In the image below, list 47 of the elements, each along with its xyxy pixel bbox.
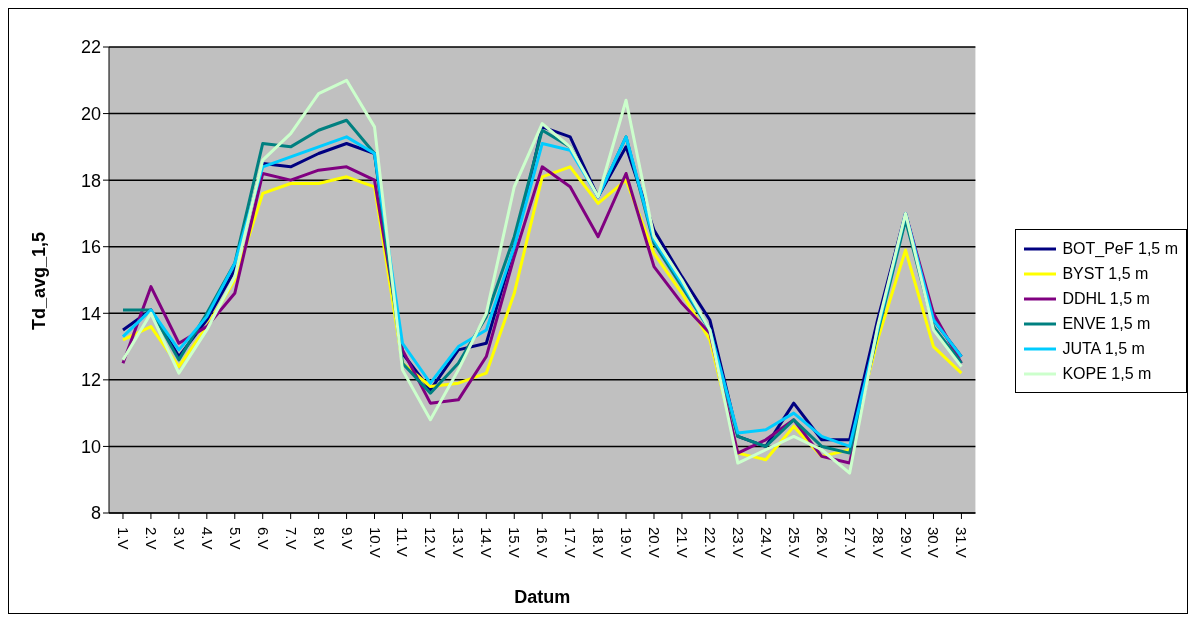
x-tick-label: 21.V	[673, 527, 691, 558]
x-tick-label: 20.V	[646, 527, 663, 558]
y-tick-label: 14	[80, 303, 101, 324]
x-tick-label: 7.V	[282, 527, 300, 550]
x-tick-label: 27.V	[841, 527, 859, 558]
x-tick-label: 13.V	[450, 527, 468, 558]
legend-label: ENVE 1,5 m	[1062, 314, 1151, 333]
x-tick-label: 15.V	[506, 527, 524, 558]
x-tick-label: 26.V	[813, 527, 831, 558]
x-tick-label: 31.V	[953, 527, 971, 558]
legend-label: KOPE 1,5 m	[1062, 364, 1152, 383]
x-axis-title: Datum	[514, 587, 571, 607]
x-tick-label: 9.V	[338, 527, 356, 550]
x-tick-label: 24.V	[757, 527, 775, 558]
x-tick-label: 19.V	[618, 527, 636, 558]
legend-label: JUTA 1,5 m	[1062, 339, 1145, 358]
x-tick-label: 11.V	[394, 527, 412, 557]
x-tick-label: 14.V	[478, 527, 496, 558]
x-tick-label: 4.V	[198, 527, 216, 550]
y-tick-label: 10	[80, 436, 101, 457]
x-tick-label: 12.V	[422, 527, 440, 558]
y-tick-label: 12	[80, 370, 101, 391]
x-tick-label: 2.V	[142, 527, 160, 550]
x-tick-label: 22.V	[701, 527, 719, 558]
legend-label: BYST 1,5 m	[1062, 264, 1149, 283]
y-tick-label: 8	[90, 503, 101, 524]
x-tick-label: 8.V	[310, 527, 328, 550]
x-tick-label: 3.V	[170, 527, 188, 550]
x-tick-label: 6.V	[254, 527, 272, 550]
y-tick-label: 22	[80, 37, 101, 58]
x-tick-label: 23.V	[729, 527, 747, 558]
y-tick-label: 20	[80, 103, 101, 124]
x-tick-label: 16.V	[534, 527, 552, 558]
x-tick-label: 30.V	[925, 527, 943, 558]
y-tick-label: 16	[80, 237, 101, 258]
x-tick-label: 28.V	[869, 527, 887, 558]
x-tick-label: 25.V	[785, 527, 803, 558]
x-tick-label: 18.V	[590, 527, 608, 558]
x-tick-label: 29.V	[897, 527, 915, 558]
x-tick-label: 5.V	[226, 527, 244, 550]
legend-label: DDHL 1,5 m	[1062, 289, 1150, 308]
y-axis-title: Td_avg_1,5	[29, 231, 50, 330]
x-tick-label: 1.V	[114, 527, 132, 550]
legend-label: BOT_PeF 1,5 m	[1062, 239, 1178, 258]
x-tick-label: 10.V	[366, 527, 384, 558]
x-tick-label: 17.V	[562, 527, 580, 558]
y-tick-label: 18	[80, 170, 101, 191]
